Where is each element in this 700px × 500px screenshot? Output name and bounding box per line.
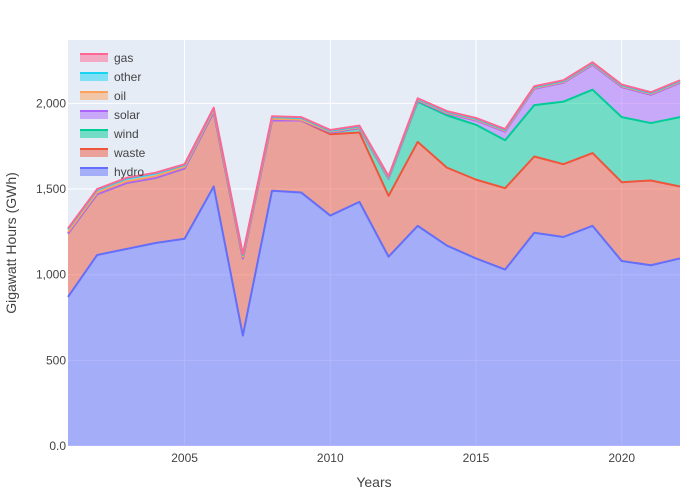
- legend-swatch-gas: [80, 54, 108, 62]
- x-tick-label: 2010: [317, 451, 344, 465]
- legend-swatch-hydro: [80, 168, 108, 176]
- x-tick-label: 2005: [171, 451, 198, 465]
- y-tick-label: 0.0: [49, 439, 66, 453]
- legend-label-wind: wind: [113, 127, 139, 141]
- x-tick-labels: 2005 2010 2015 2020: [171, 451, 635, 465]
- x-tick-label: 2020: [608, 451, 635, 465]
- legend-swatch-solar: [80, 111, 108, 119]
- legend: gas other oil solar wind waste hydro: [80, 51, 146, 179]
- y-axis-title: Gigawatt Hours (GWh): [3, 172, 19, 314]
- legend-item-other[interactable]: other: [80, 70, 141, 84]
- legend-label-oil: oil: [114, 89, 126, 103]
- legend-swatch-wind: [80, 130, 108, 138]
- y-tick-label: 500: [46, 353, 66, 367]
- area-wind: [68, 89, 680, 259]
- area-waste: [68, 111, 680, 336]
- legend-label-solar: solar: [114, 108, 140, 122]
- legend-item-waste[interactable]: waste: [80, 146, 146, 160]
- y-tick-labels: 0.0 500 1,000 1,500 2,000: [36, 96, 66, 453]
- legend-label-other: other: [114, 70, 141, 84]
- legend-swatch-oil: [80, 92, 108, 100]
- line-hydro: [67, 185, 681, 337]
- x-axis-title: Years: [356, 474, 391, 490]
- legend-label-waste: waste: [113, 146, 146, 160]
- legend-label-gas: gas: [114, 51, 133, 65]
- y-tick-label: 1,500: [36, 182, 66, 196]
- legend-item-wind[interactable]: wind: [80, 127, 139, 141]
- line-gas: [67, 61, 681, 256]
- legend-item-hydro[interactable]: hydro: [80, 165, 144, 179]
- legend-swatch-waste: [80, 149, 108, 157]
- area-layer: [68, 62, 680, 446]
- x-tick-label: 2015: [463, 451, 490, 465]
- line-layer: [67, 61, 681, 337]
- legend-swatch-other: [80, 73, 108, 81]
- legend-item-gas[interactable]: gas: [80, 51, 133, 65]
- legend-label-hydro: hydro: [114, 165, 144, 179]
- y-tick-label: 2,000: [36, 96, 66, 110]
- y-tick-label: 1,000: [36, 268, 66, 282]
- area-hydro: [68, 186, 680, 446]
- legend-item-solar[interactable]: solar: [80, 108, 140, 122]
- legend-item-oil[interactable]: oil: [80, 89, 126, 103]
